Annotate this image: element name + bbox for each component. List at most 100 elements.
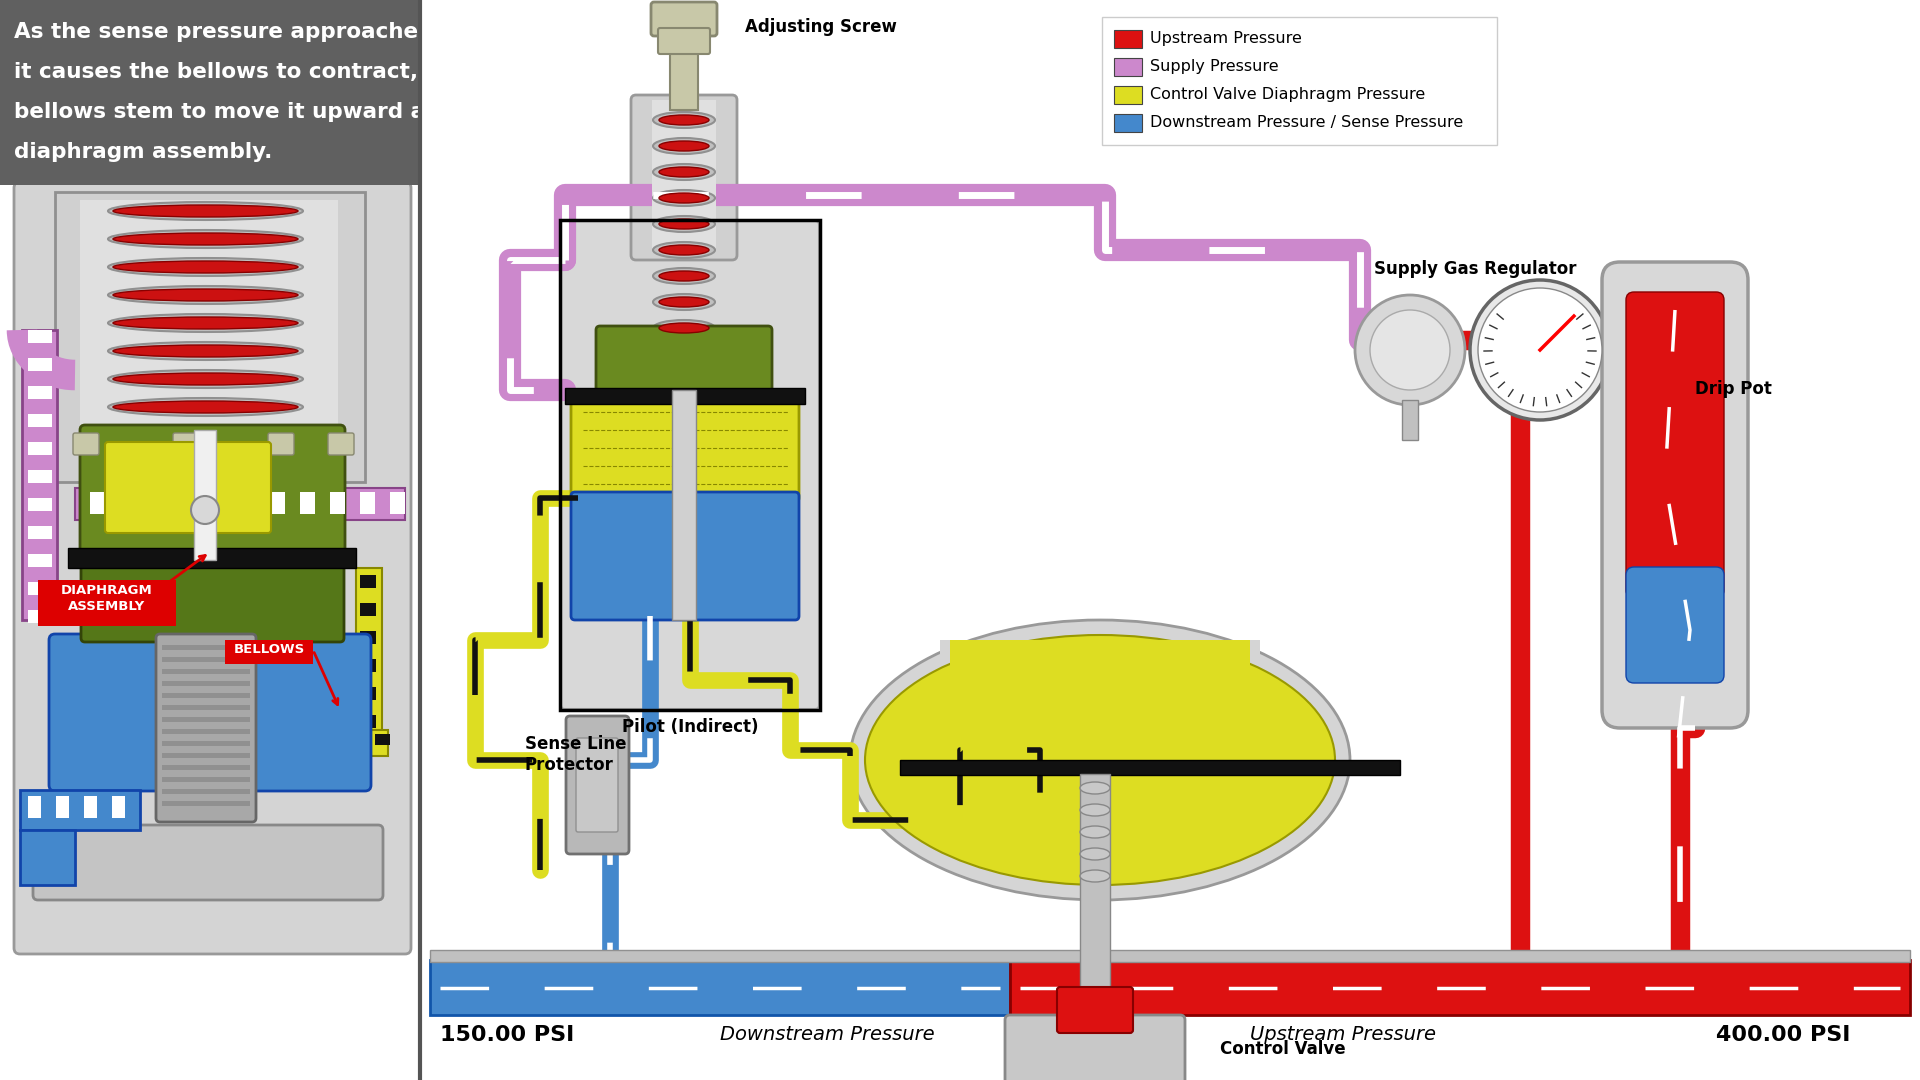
- Ellipse shape: [1079, 804, 1110, 816]
- Ellipse shape: [866, 635, 1334, 885]
- FancyBboxPatch shape: [659, 28, 710, 54]
- Text: Supply Gas Regulator: Supply Gas Regulator: [1373, 260, 1576, 278]
- Bar: [209, 492, 225, 514]
- FancyBboxPatch shape: [106, 442, 271, 534]
- Bar: [29, 582, 52, 595]
- Bar: [672, 390, 695, 620]
- Text: Control Valve: Control Valve: [1219, 1040, 1346, 1058]
- Bar: [161, 717, 250, 723]
- Text: Pilot (Indirect): Pilot (Indirect): [622, 718, 758, 735]
- Bar: [161, 681, 250, 686]
- Bar: [430, 960, 1010, 1015]
- Ellipse shape: [653, 138, 714, 154]
- Bar: [361, 715, 376, 728]
- Bar: [111, 796, 125, 818]
- Text: Downstream Pressure: Downstream Pressure: [720, 1025, 935, 1044]
- Ellipse shape: [851, 620, 1350, 900]
- Bar: [653, 100, 716, 249]
- Bar: [161, 693, 250, 698]
- Ellipse shape: [659, 219, 708, 229]
- Bar: [29, 414, 52, 427]
- Bar: [161, 645, 250, 650]
- Bar: [29, 796, 40, 818]
- Ellipse shape: [108, 258, 303, 276]
- Ellipse shape: [653, 320, 714, 336]
- Bar: [29, 526, 52, 539]
- Ellipse shape: [659, 167, 708, 177]
- Text: Control Valve Diaphragm Pressure: Control Valve Diaphragm Pressure: [1150, 87, 1425, 102]
- Bar: [1010, 960, 1910, 1015]
- FancyBboxPatch shape: [33, 825, 382, 900]
- Bar: [19, 831, 75, 885]
- Ellipse shape: [653, 216, 714, 232]
- Ellipse shape: [113, 401, 298, 413]
- Bar: [29, 470, 52, 483]
- Bar: [240, 492, 255, 514]
- Text: it causes the bellows to contract, actuating the: it causes the bellows to contract, actua…: [13, 62, 588, 82]
- FancyBboxPatch shape: [1004, 1015, 1185, 1080]
- Bar: [346, 734, 361, 745]
- Ellipse shape: [108, 370, 303, 388]
- FancyBboxPatch shape: [576, 738, 618, 832]
- Bar: [284, 734, 300, 745]
- Text: Adjusting Screw: Adjusting Screw: [745, 18, 897, 36]
- Bar: [1114, 114, 1142, 132]
- Circle shape: [1478, 288, 1601, 411]
- Bar: [180, 492, 196, 514]
- Circle shape: [1356, 295, 1465, 405]
- Bar: [134, 734, 150, 745]
- Ellipse shape: [113, 345, 298, 357]
- Bar: [21, 330, 58, 620]
- Bar: [1114, 30, 1142, 48]
- Ellipse shape: [653, 242, 714, 258]
- Ellipse shape: [1079, 826, 1110, 838]
- Bar: [90, 492, 106, 514]
- Bar: [1102, 17, 1498, 145]
- Ellipse shape: [653, 268, 714, 284]
- Bar: [300, 492, 315, 514]
- Text: Downstream Pressure / Sense Pressure: Downstream Pressure / Sense Pressure: [1150, 114, 1463, 130]
- Ellipse shape: [1079, 848, 1110, 860]
- Ellipse shape: [659, 141, 708, 151]
- Bar: [361, 659, 376, 672]
- Bar: [225, 734, 240, 745]
- Text: 150.00 PSI: 150.00 PSI: [440, 1025, 574, 1045]
- Ellipse shape: [653, 294, 714, 310]
- Bar: [161, 741, 250, 746]
- FancyBboxPatch shape: [13, 183, 411, 954]
- Bar: [81, 200, 338, 475]
- Bar: [0, 0, 420, 185]
- Text: Upstream Pressure: Upstream Pressure: [1150, 31, 1302, 46]
- Ellipse shape: [659, 297, 708, 307]
- Bar: [29, 554, 52, 567]
- Bar: [106, 734, 119, 745]
- Ellipse shape: [108, 202, 303, 220]
- Bar: [161, 657, 250, 662]
- Text: DIAPHRAGM
ASSEMBLY: DIAPHRAGM ASSEMBLY: [61, 584, 154, 613]
- Ellipse shape: [113, 205, 298, 217]
- Bar: [196, 734, 209, 745]
- FancyBboxPatch shape: [561, 221, 820, 708]
- Ellipse shape: [659, 193, 708, 203]
- Bar: [430, 950, 1910, 962]
- Bar: [98, 730, 388, 756]
- FancyBboxPatch shape: [269, 433, 294, 455]
- Ellipse shape: [113, 289, 298, 301]
- Bar: [161, 765, 250, 770]
- Ellipse shape: [1079, 782, 1110, 794]
- Ellipse shape: [653, 112, 714, 129]
- FancyBboxPatch shape: [50, 634, 371, 791]
- Bar: [19, 789, 140, 831]
- Ellipse shape: [659, 114, 708, 125]
- Ellipse shape: [108, 314, 303, 332]
- Text: diaphragm assembly.: diaphragm assembly.: [13, 141, 273, 162]
- Bar: [38, 580, 177, 626]
- Bar: [361, 575, 376, 588]
- Bar: [161, 777, 250, 782]
- Bar: [561, 220, 820, 710]
- Bar: [670, 10, 699, 110]
- FancyBboxPatch shape: [566, 716, 630, 854]
- Bar: [330, 492, 346, 514]
- FancyBboxPatch shape: [328, 433, 353, 455]
- Ellipse shape: [659, 245, 708, 255]
